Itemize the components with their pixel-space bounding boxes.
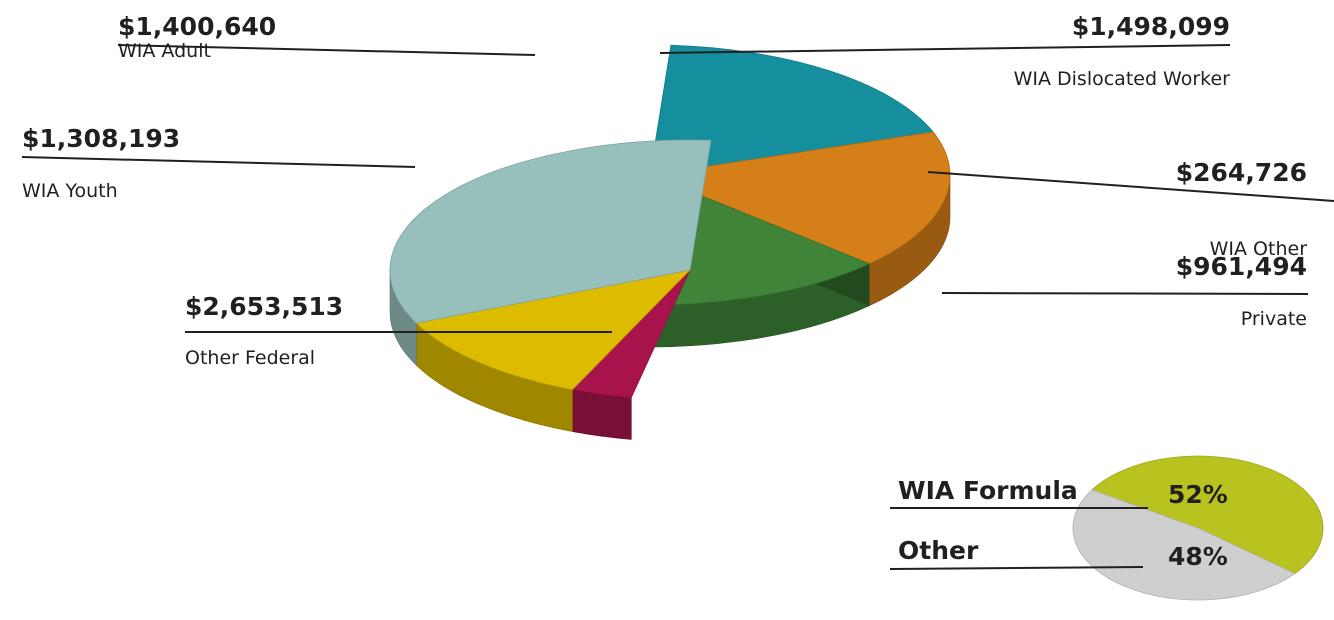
- other-federal-label: Other Federal: [185, 347, 316, 369]
- private-label: Private: [1240, 308, 1307, 330]
- slice-side-wia-other: [572, 389, 632, 440]
- wia-formula-label: WIA Formula: [898, 476, 1078, 505]
- wia-other-label: WIA Other: [1209, 238, 1307, 260]
- leader-wia-youth: [21, 156, 416, 168]
- wia-youth-label: WIA Youth: [22, 180, 118, 202]
- wia-formula-percent: 52%: [1168, 480, 1228, 509]
- leader-wia-dislocated-worker: [659, 44, 1231, 54]
- slice-private: [415, 269, 692, 391]
- wia-dislocated-worker-amount: $1,498,099: [1071, 12, 1230, 41]
- leader-wia-other: [927, 171, 1334, 202]
- slice-other-federal: [389, 139, 712, 324]
- wia-other-amount: $264,726: [1175, 158, 1307, 187]
- other-percent: 48%: [1168, 542, 1228, 571]
- other-federal-amount: $2,653,513: [185, 292, 344, 321]
- slice-wia-formula: [1091, 455, 1324, 574]
- wia-dislocated-worker-label: WIA Dislocated Worker: [1013, 68, 1230, 90]
- leader-other: [889, 566, 1144, 570]
- slice-other: [1072, 489, 1296, 601]
- wia-youth-amount: $1,308,193: [22, 124, 181, 153]
- leader-private: [941, 292, 1309, 295]
- slice-wia-adult: [648, 131, 951, 265]
- other-label: Other: [898, 536, 979, 565]
- leader-wia-adult: [117, 44, 536, 56]
- wia-adult-label: WIA Adult: [118, 40, 211, 62]
- private-amount: $961,494: [1175, 252, 1307, 281]
- wia-adult-amount: $1,400,640: [118, 12, 277, 41]
